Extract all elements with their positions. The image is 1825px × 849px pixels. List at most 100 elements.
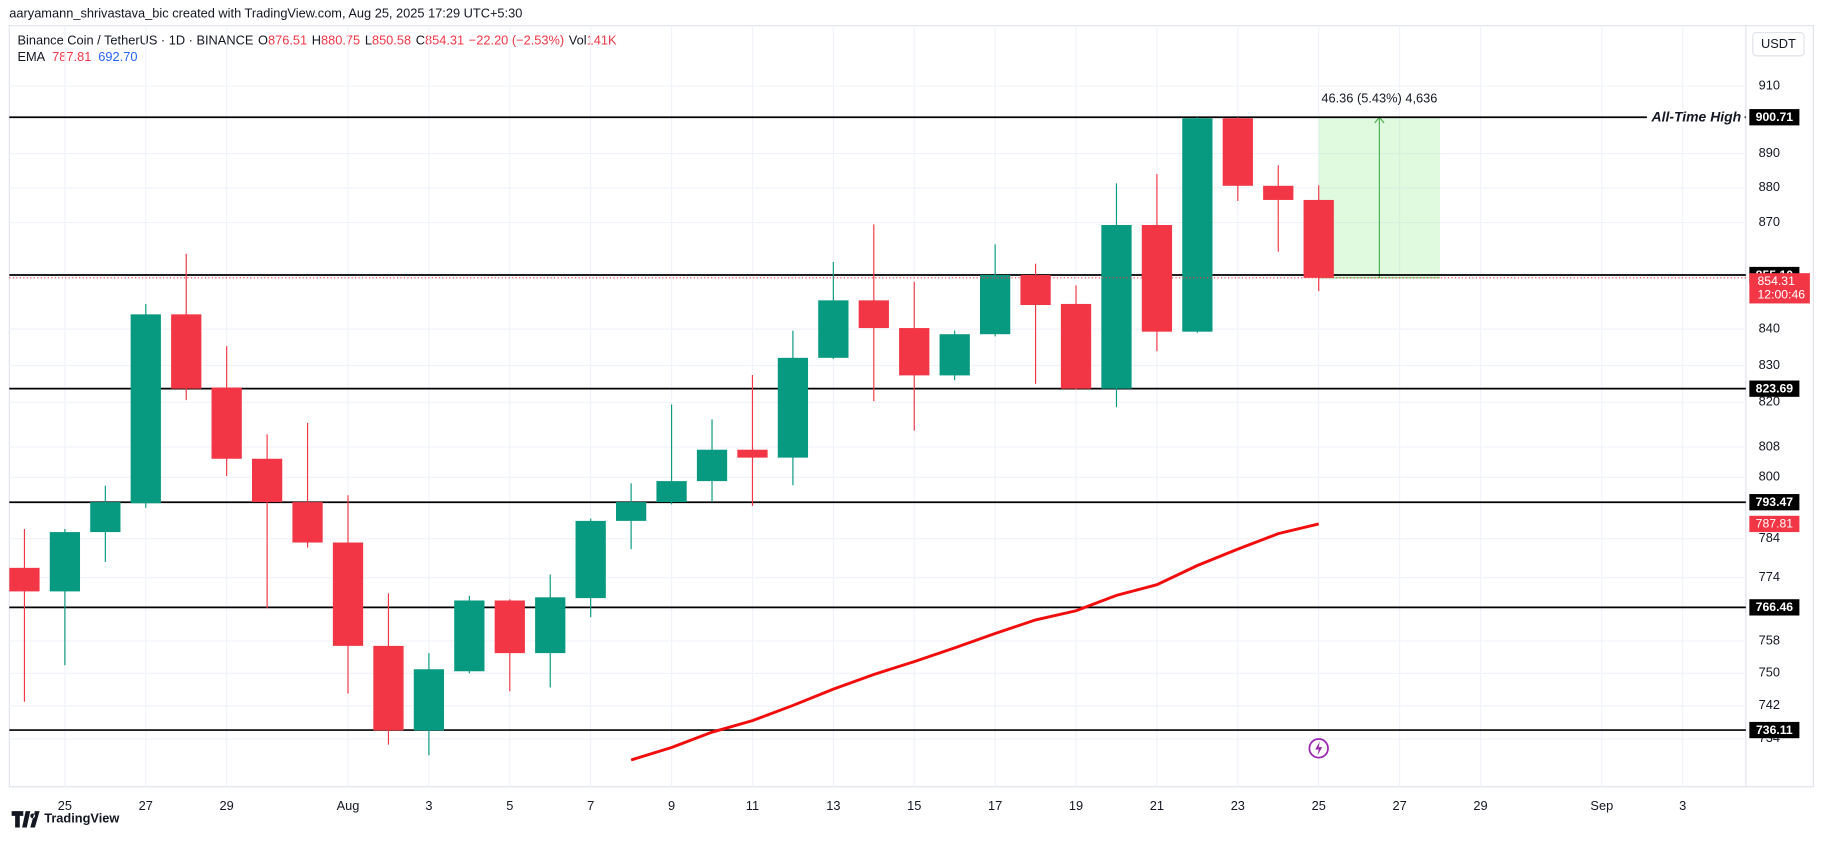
candle-body <box>1263 185 1294 200</box>
x-tick-label: 3 <box>425 798 432 813</box>
x-tick-label: 27 <box>139 798 153 813</box>
x-tick-label: 13 <box>826 798 840 813</box>
candle-body <box>292 502 323 543</box>
level-tag-label: 900.71 <box>1756 110 1794 124</box>
candle-body <box>332 542 364 646</box>
level-tag-label: 736.11 <box>1756 723 1793 737</box>
ema-line <box>630 522 1320 762</box>
y-tick-label: 750 <box>1759 665 1780 680</box>
x-tick-label: 19 <box>1069 798 1083 813</box>
candle-body <box>939 334 970 376</box>
logo-text: TradingView <box>44 811 119 826</box>
x-tick-label: 29 <box>1473 798 1487 813</box>
countdown: 12:00:46 <box>1757 288 1805 302</box>
y-tick-label: 800 <box>1759 469 1780 484</box>
candle-body <box>130 314 161 504</box>
ema-tag-label: 787.81 <box>1756 517 1794 531</box>
level-tag <box>1749 599 1800 616</box>
candle-body <box>454 600 485 672</box>
y-tick-label: 758 <box>1759 632 1780 647</box>
pane-frame <box>8 25 1814 788</box>
level-tag <box>1749 721 1800 739</box>
candle-body <box>1060 303 1092 389</box>
candle-body <box>899 328 930 376</box>
currency-button[interactable] <box>1752 32 1805 57</box>
x-tick-label: 17 <box>988 798 1002 813</box>
candle-body <box>494 600 525 654</box>
candle-body <box>1222 118 1253 186</box>
candle-body <box>90 502 121 533</box>
symbol: Binance Coin / TetherUS · 1D · BINANCE <box>17 33 253 48</box>
c-value: 854.31 <box>425 33 464 48</box>
logo-icon <box>11 811 40 828</box>
y-tick-label: 774 <box>1759 569 1780 584</box>
x-tick-label: 25 <box>58 798 72 813</box>
h-value: 880.75 <box>321 33 360 48</box>
ath-label: All-Time High <box>1651 108 1742 124</box>
candle-body <box>413 669 445 731</box>
currency[interactable]: USDT <box>1761 36 1796 51</box>
y-tick-label: 742 <box>1759 697 1780 712</box>
x-tick-label: 15 <box>907 798 921 813</box>
y-tick-label: 830 <box>1759 357 1780 372</box>
candle-body <box>615 502 647 521</box>
candle-body <box>1141 225 1173 332</box>
candle-body <box>777 357 809 458</box>
l-label: L <box>365 33 372 48</box>
x-tick-label: 11 <box>746 798 759 813</box>
l-value: 850.58 <box>372 33 411 48</box>
x-tick-label: 3 <box>1679 798 1686 813</box>
candle-body <box>575 520 606 599</box>
ema2-value: 692.70 <box>98 50 137 65</box>
grid <box>9 25 1746 787</box>
x-tick-label: 5 <box>506 798 513 813</box>
candle-body <box>373 645 404 731</box>
y-tick-label: 820 <box>1759 394 1780 409</box>
vol-label: Vol <box>569 33 587 48</box>
x-tick-label: 23 <box>1231 798 1245 813</box>
logo: TradingView <box>11 811 119 828</box>
event-bolt <box>1315 741 1323 756</box>
x-tick-label: Sep <box>1590 798 1613 813</box>
measure-label: 46.36 (5.43%) 4,636 <box>1321 90 1437 105</box>
change: −22.20 (−2.53%) <box>469 33 564 48</box>
legend-line: Binance Coin / TetherUS · 1D · BINANCE O 8… <box>17 33 616 48</box>
y-tick-label: 840 <box>1759 321 1780 336</box>
candle-body <box>656 481 687 503</box>
candle-body <box>696 449 728 482</box>
x-tick-label: 21 <box>1150 798 1164 813</box>
candle-body <box>49 532 81 592</box>
x-tick-label: 9 <box>668 798 675 813</box>
candle-body <box>858 300 889 329</box>
y-tick-label: 870 <box>1759 214 1780 229</box>
candle-body <box>171 314 202 389</box>
candle-body <box>535 597 566 654</box>
level-tag <box>1749 380 1800 397</box>
x-tick-label: 25 <box>1312 798 1326 813</box>
vol-value: 141K <box>587 33 617 48</box>
x-tick-label: 27 <box>1392 798 1406 813</box>
y-tick-label: 784 <box>1759 530 1780 545</box>
ema-tag <box>1749 515 1800 533</box>
candle-body <box>1020 275 1051 306</box>
candle-body <box>9 567 40 592</box>
level-tag-label: 766.46 <box>1756 600 1794 614</box>
credit: aaryamann_shrivastava_bic created with T… <box>9 5 522 20</box>
candle-body <box>737 449 768 458</box>
candle-body <box>818 300 849 358</box>
x-tick-label: Aug <box>337 798 360 813</box>
level-tag <box>1749 494 1800 511</box>
y-tick-label: 890 <box>1759 145 1780 160</box>
price-tag-label: 854.31 <box>1757 274 1795 288</box>
o-label: O <box>258 33 268 48</box>
candle-body <box>251 458 283 503</box>
level-tag <box>1749 109 1800 126</box>
ema-value: 787.81 <box>52 50 91 65</box>
h-label: H <box>312 33 321 48</box>
candle-body <box>1101 225 1132 389</box>
x-tick-label: 29 <box>220 798 234 813</box>
y-tick-label: 808 <box>1759 438 1780 453</box>
price-tag <box>1749 273 1810 304</box>
c-label: C <box>416 33 425 48</box>
